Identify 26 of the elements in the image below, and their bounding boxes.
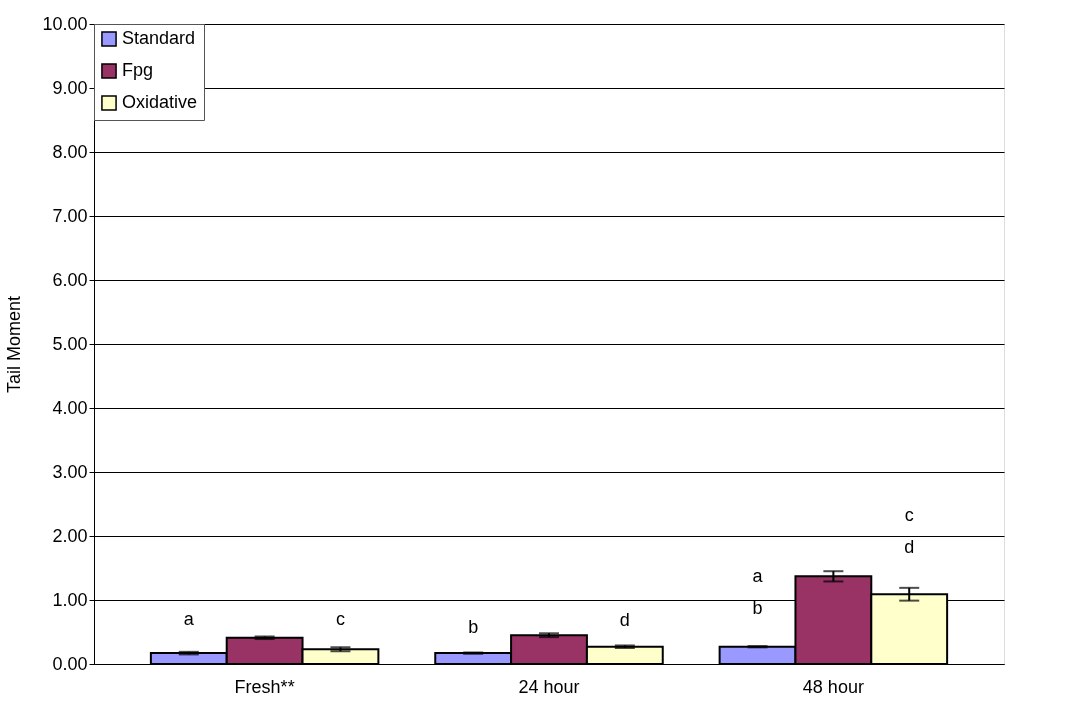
annotation: c [335,609,345,630]
y-tick-label: 8.00 [52,141,88,162]
legend-label: Oxidative [122,92,198,112]
legend-label: Standard [122,28,196,48]
y-tick-label: 5.00 [52,333,88,354]
x-tick-label: 48 hour [802,676,864,697]
annotation: b [752,597,763,618]
x-tick-label: Fresh** [234,676,295,697]
y-tick-label: 4.00 [52,397,88,418]
y-tick-label: 9.00 [52,77,88,98]
y-tick-label: 6.00 [52,269,88,290]
y-tick-label: 0.00 [52,653,88,674]
annotation: a [752,565,764,586]
y-tick-label: 2.00 [52,525,88,546]
legend-label: Fpg [122,60,154,80]
y-tick-label: 3.00 [52,461,88,482]
y-tick-label: 7.00 [52,205,88,226]
x-tick-label: 24 hour [518,676,580,697]
y-tick-label: 10.00 [42,13,88,34]
annotation: c [904,505,914,526]
y-tick-label: 1.00 [52,589,88,610]
annotation: b [468,617,479,638]
annotation: a [183,609,195,630]
annotation: d [619,609,630,630]
y-axis-title: Tail Moment [4,295,25,394]
annotation: d [904,537,915,558]
